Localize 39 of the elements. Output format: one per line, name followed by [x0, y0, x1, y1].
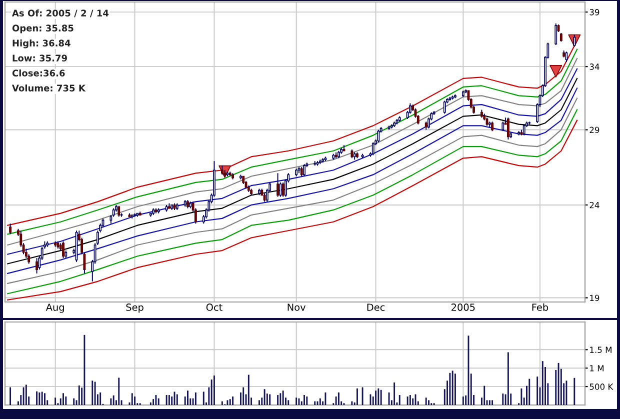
candlestick: [377, 129, 380, 143]
y-tick-label: 24: [590, 202, 600, 208]
candlestick: [372, 142, 374, 156]
candlestick: [522, 124, 526, 136]
annotation: As Of: 2005 / 2 / 14: [12, 10, 109, 18]
x-tick-label: 2005: [452, 304, 475, 311]
candlestick: [9, 223, 12, 235]
annotation: Low: 35.79: [12, 54, 67, 62]
candlestick: [62, 240, 64, 259]
candlestick: [36, 258, 38, 274]
x-tick-label: Sep: [126, 304, 144, 313]
y-tick-label: 500 K: [590, 384, 614, 390]
annotation: High: 36.84: [12, 40, 70, 48]
y-tick-label: 1.5 M: [590, 346, 612, 353]
x-tick-label: Oct: [206, 304, 222, 311]
point: [550, 65, 562, 78]
candlestick: [491, 121, 494, 132]
candlestick: [573, 34, 576, 47]
candlestick: [554, 22, 558, 46]
annotation: Close:36.6: [12, 70, 65, 76]
annotation: Open: 35.85: [12, 24, 74, 34]
candlestick: [276, 172, 279, 198]
y-tick-label: 29: [590, 126, 600, 134]
annotation: Volume: 735 K: [12, 84, 86, 92]
candlestick: [300, 166, 303, 177]
y-tick-label: 19: [590, 294, 600, 302]
y-tick-label: 39: [590, 9, 600, 16]
candlestick: [118, 206, 120, 218]
x-tick-label: Aug: [46, 304, 64, 313]
candlestick: [303, 164, 306, 177]
candlestick: [282, 182, 284, 198]
x-tick-label: Feb: [532, 303, 548, 311]
candlestick: [443, 100, 446, 114]
candlestick: [506, 117, 510, 140]
x-tick-label: Dec: [367, 304, 385, 311]
y-tick-label: 1 M: [590, 365, 604, 372]
candlestick: [502, 121, 504, 132]
x-tick-label: Nov: [288, 304, 306, 311]
y-tick-label: 34: [590, 64, 600, 70]
